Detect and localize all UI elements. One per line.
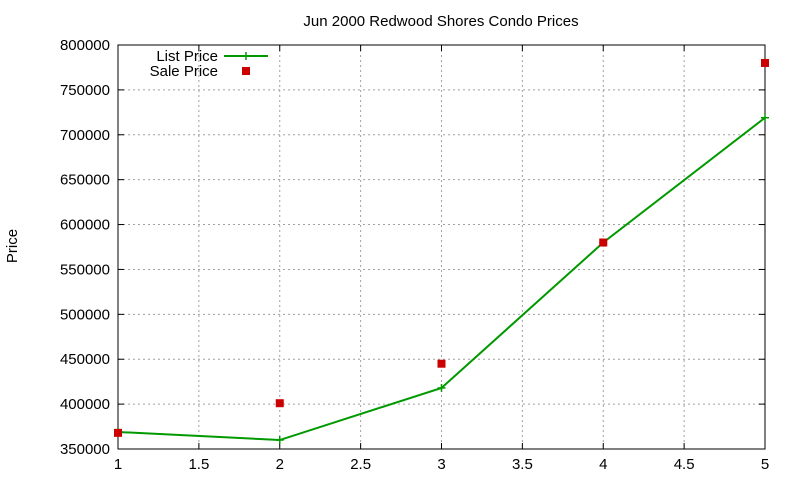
y-tick-label: 600000 xyxy=(60,217,110,234)
y-tick-label: 400000 xyxy=(60,396,110,413)
y-tick-label: 500000 xyxy=(60,306,110,323)
x-tick-label: 3 xyxy=(437,456,445,473)
chart-title: Jun 2000 Redwood Shores Condo Prices xyxy=(303,13,578,30)
data-point-sale-price xyxy=(437,359,446,368)
x-tick-label: 1 xyxy=(114,456,122,473)
legend-marker-sale-price xyxy=(242,67,250,75)
axis-ticks xyxy=(117,44,766,450)
data-point-sale-price xyxy=(114,428,122,437)
y-tick-label: 750000 xyxy=(60,82,110,99)
y-tick-label: 650000 xyxy=(60,172,110,189)
legend-marker-list-price xyxy=(242,52,250,60)
x-tick-labels: 1 1.5 2 2.5 3 3.5 4 4.5 5 xyxy=(114,456,769,473)
legend-label-list-price: List Price xyxy=(156,48,218,65)
x-tick-label: 4.5 xyxy=(674,456,695,473)
legend-label-sale-price: Sale Price xyxy=(150,63,218,80)
data-point-list-price xyxy=(275,436,284,445)
data-point-sale-price xyxy=(275,399,284,408)
y-tick-labels: 350000 400000 450000 500000 550000 600000 6500… xyxy=(60,37,110,458)
legend-swatches xyxy=(224,52,268,75)
data-point-list-price xyxy=(761,113,769,122)
series-layer xyxy=(114,58,769,445)
y-axis-label: Price xyxy=(4,229,21,263)
x-tick-label: 2.5 xyxy=(350,456,371,473)
data-point-sale-price xyxy=(761,58,769,67)
x-tick-label: 4 xyxy=(599,456,607,473)
y-tick-label: 700000 xyxy=(60,127,110,144)
y-tick-label: 450000 xyxy=(60,351,110,368)
y-tick-label: 800000 xyxy=(60,37,110,54)
legend: List Price Sale Price xyxy=(150,48,268,80)
y-tick-label: 350000 xyxy=(60,441,110,458)
x-tick-label: 5 xyxy=(761,456,769,473)
grid-lines xyxy=(118,45,765,449)
x-tick-label: 1.5 xyxy=(188,456,209,473)
x-tick-label: 2 xyxy=(276,456,284,473)
x-tick-label: 3.5 xyxy=(512,456,533,473)
data-point-list-price xyxy=(437,383,446,392)
data-point-sale-price xyxy=(599,238,608,247)
y-tick-label: 550000 xyxy=(60,261,110,278)
